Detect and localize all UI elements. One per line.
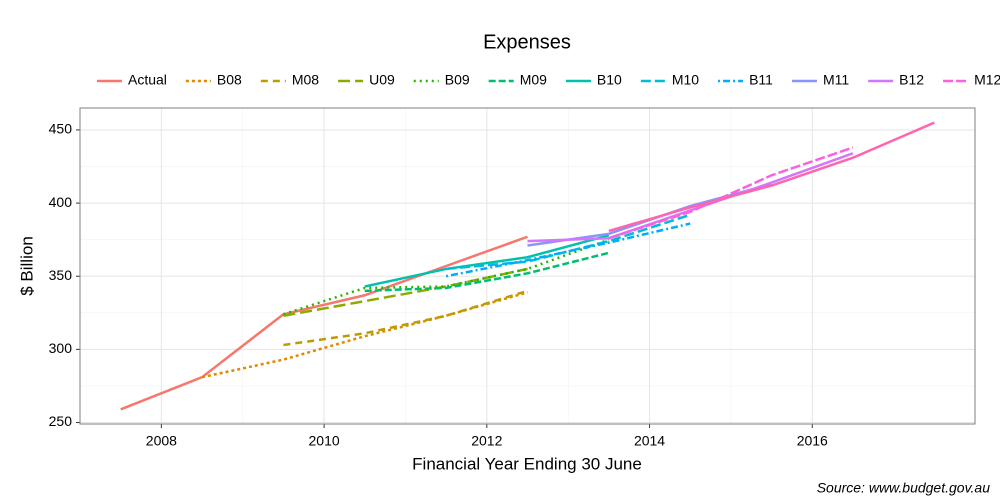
plot-border [79, 107, 976, 425]
x-tick-label: 2010 [309, 433, 340, 449]
series-line [527, 152, 854, 243]
series-line [201, 291, 528, 379]
y-axis-label: $ Billion [17, 236, 36, 296]
chart-title: Expenses [483, 31, 571, 53]
legend-label: Actual [128, 72, 167, 88]
series-line [608, 146, 854, 240]
y-tick-label: 250 [49, 413, 73, 429]
legend-label: M12 [974, 72, 1000, 88]
legend-label: M09 [520, 72, 547, 88]
x-tick-label: 2016 [797, 433, 828, 449]
caption: Source: www.budget.gov.au [817, 480, 991, 496]
x-axis-label: Financial Year Ending 30 June [412, 454, 642, 473]
x-tick-label: 2012 [471, 433, 502, 449]
y-tick-label: 350 [49, 267, 73, 283]
legend-label: M10 [672, 72, 699, 88]
series-line [283, 267, 528, 317]
y-tick-label: 400 [49, 194, 73, 210]
series-line [364, 251, 610, 293]
x-tick-label: 2008 [146, 433, 177, 449]
series-line [608, 121, 935, 233]
series-line [120, 235, 528, 411]
legend-label: M11 [823, 72, 849, 88]
legend-label: B09 [445, 72, 470, 88]
y-tick-label: 300 [49, 340, 73, 356]
x-tick-label: 2014 [634, 433, 665, 449]
series-line [364, 234, 610, 288]
legend-label: U09 [369, 72, 395, 88]
legend-label: B08 [217, 72, 242, 88]
series-line [283, 289, 528, 347]
plot-panel [80, 108, 975, 424]
legend-label: B11 [749, 72, 773, 88]
series-line [445, 222, 691, 278]
legend-label: B10 [597, 72, 622, 88]
legend-label: M08 [292, 72, 319, 88]
y-tick-label: 450 [49, 121, 73, 137]
legend-label: B12 [899, 72, 924, 88]
